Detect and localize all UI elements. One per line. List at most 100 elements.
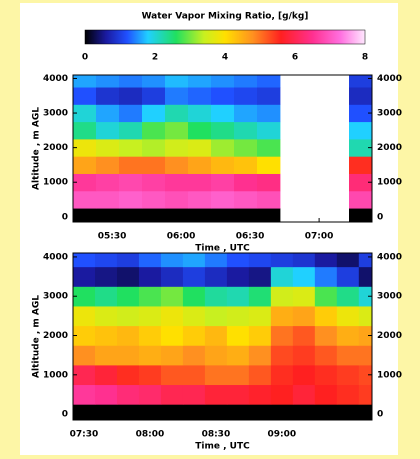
heatmap-cell — [94, 253, 118, 268]
heatmap-cell — [119, 173, 143, 192]
heatmap-cell — [182, 253, 206, 268]
heatmap-cell — [248, 404, 272, 421]
heatmap-cell — [142, 208, 166, 223]
heatmap-cell — [73, 306, 96, 327]
heatmap-cell — [188, 121, 212, 140]
heatmap-cell — [349, 208, 373, 223]
heatmap-cell — [248, 266, 272, 287]
heatmap-cell — [119, 104, 143, 123]
heatmap-cell — [94, 384, 118, 405]
heatmap-cell — [138, 253, 162, 268]
heatmap-cell — [270, 384, 294, 405]
y2-tick-label: 2000 — [377, 143, 402, 153]
heatmap-cell — [182, 266, 206, 287]
heatmap-cell — [142, 121, 166, 140]
heatmap-cell — [358, 404, 373, 421]
heatmap-cell — [257, 75, 281, 88]
heatmap-cell — [94, 364, 118, 386]
heatmap-cell — [142, 190, 166, 209]
heatmap-cell — [270, 345, 294, 366]
heatmap-cell — [73, 404, 96, 421]
heatmap-cell — [119, 208, 143, 223]
heatmap-cell — [182, 286, 206, 307]
heatmap-cell — [349, 190, 373, 209]
heatmap-cell — [142, 104, 166, 123]
heatmap-cell — [358, 345, 373, 366]
heatmap-cell — [116, 384, 140, 405]
heatmap-cell — [248, 384, 272, 405]
heatmap-cell — [96, 190, 120, 209]
heatmap-cell — [119, 190, 143, 209]
heatmap-cell — [204, 404, 228, 421]
heatmap-cell — [160, 384, 184, 405]
heatmap-cell — [73, 75, 97, 88]
heatmap-cell — [119, 138, 143, 157]
heatmap-cell — [358, 253, 373, 268]
heatmap-cell — [116, 364, 140, 386]
heatmap-cell — [142, 156, 166, 174]
heatmap-cell — [292, 306, 316, 327]
heatmap-cell — [165, 75, 189, 88]
heatmap-cell — [349, 104, 373, 123]
heatmap-cell — [257, 208, 281, 223]
heatmap-cell — [226, 286, 250, 307]
y2-tick-label: 3000 — [377, 109, 402, 119]
heatmap-cell — [234, 208, 258, 223]
heatmap-cell — [96, 173, 120, 192]
heatmap-cell — [270, 266, 294, 287]
heatmap-cell — [116, 306, 140, 327]
heatmap-cell — [226, 306, 250, 327]
heatmap-cell — [336, 384, 360, 405]
heatmap-cell — [248, 306, 272, 327]
heatmap-cell — [270, 404, 294, 421]
x-axis-label: Time , UTC — [195, 442, 250, 452]
y-tick-label: 1000 — [43, 370, 68, 380]
heatmap-cell — [204, 364, 228, 386]
heatmap-cell — [188, 138, 212, 157]
y-axis-label: Altitude , m AGL — [32, 295, 42, 378]
heatmap-cell — [358, 384, 373, 405]
heatmap-cell — [188, 104, 212, 123]
heatmap-cell — [226, 253, 250, 268]
y-tick-label: 4000 — [43, 252, 68, 262]
heatmap-cell — [234, 173, 258, 192]
heatmap-cell — [116, 286, 140, 307]
heatmap-cell — [314, 404, 338, 421]
y-tick-label: 0 — [62, 212, 68, 222]
colorbar-tick-label: 2 — [152, 53, 158, 63]
heatmap-cell — [358, 325, 373, 346]
heatmap-cell — [138, 384, 162, 405]
heatmap-cell — [211, 173, 235, 192]
heatmap-cell — [119, 156, 143, 174]
x-tick-label: 08:30 — [202, 430, 231, 440]
heatmap-cell — [292, 364, 316, 386]
heatmap-cell — [160, 253, 184, 268]
heatmap-cell — [270, 364, 294, 386]
heatmap-cell — [234, 75, 258, 88]
heatmap-cell — [336, 325, 360, 346]
heatmap-cell — [314, 364, 338, 386]
heatmap-cell — [234, 138, 258, 157]
heatmap-cell — [73, 384, 96, 405]
heatmap-cell — [94, 266, 118, 287]
heatmap-cell — [73, 138, 97, 157]
heatmap-cell — [257, 121, 281, 140]
heatmap-cell — [234, 190, 258, 209]
heatmap-cell — [336, 266, 360, 287]
heatmap-cell — [349, 156, 373, 174]
heatmap-cell — [204, 345, 228, 366]
heatmap-cell — [211, 156, 235, 174]
heatmap-cell — [226, 384, 250, 405]
colorbar-tick-label: 8 — [362, 53, 368, 63]
heatmap-cell — [96, 75, 120, 88]
heatmap-cell — [349, 75, 373, 88]
heatmap-cell — [73, 364, 96, 386]
heatmap-cell — [292, 253, 316, 268]
heatmap-cell — [314, 306, 338, 327]
heatmap-cell — [160, 404, 184, 421]
heatmap-cell — [73, 286, 96, 307]
heatmap-cell — [257, 173, 281, 192]
heatmap-cell — [358, 266, 373, 287]
y2-tick-label: 1000 — [377, 178, 402, 188]
